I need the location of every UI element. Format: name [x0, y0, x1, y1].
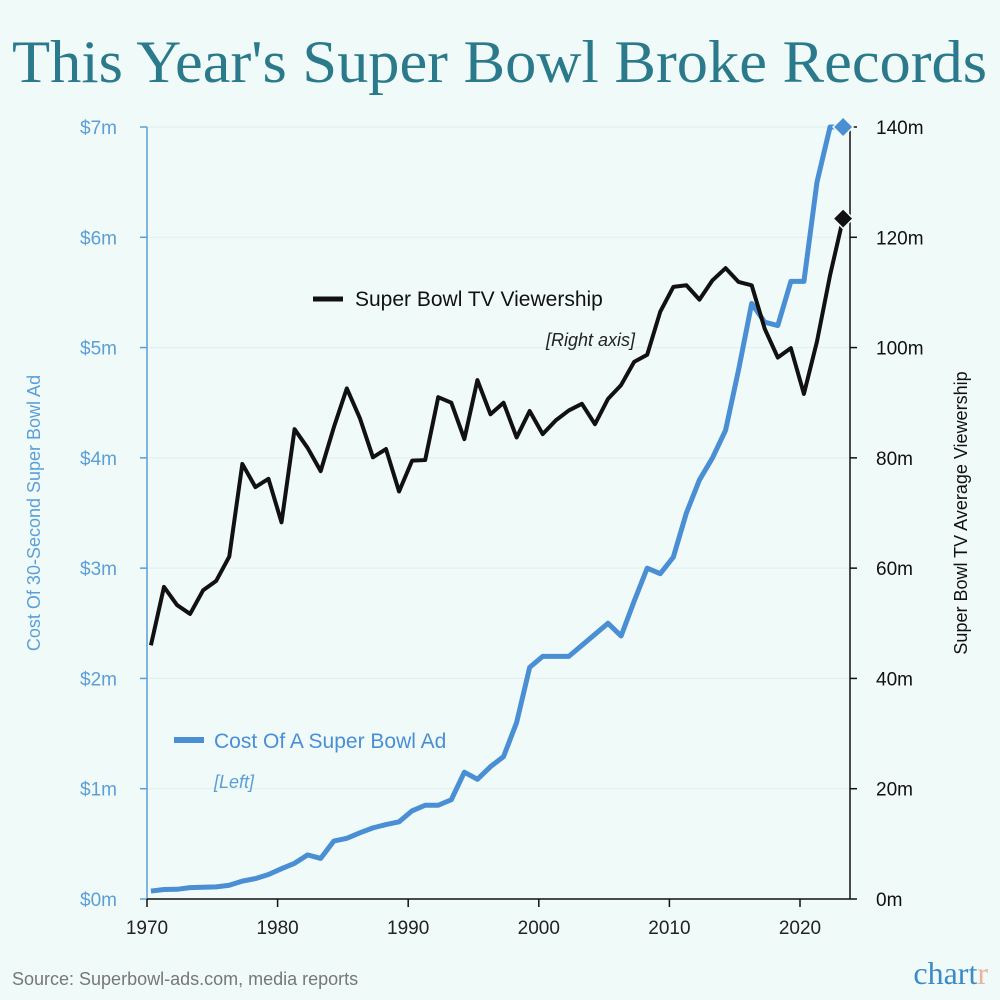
series-line	[150, 124, 844, 894]
left-tick-label: $6m	[80, 228, 117, 249]
axes: $0m $1m $2m $3m $4m $5m $6m $7m 0m 20m 40m 60m 80m 10…	[80, 118, 924, 939]
right-tick-label: 100m	[876, 339, 924, 360]
right-tick-label: 140m	[876, 118, 924, 139]
x-tick-label: 2000	[518, 918, 560, 939]
x-tick-label: 2010	[648, 918, 690, 939]
end-marker-diamond	[832, 115, 855, 139]
x-tick-label: 1980	[256, 918, 298, 939]
legend-cost: Cost Of A Super Bowl Ad [Left]	[174, 730, 446, 792]
right-tick-label: 40m	[876, 669, 913, 690]
right-axis-label: Super Bowl TV Average Viewership	[951, 371, 971, 654]
legend-viewership: Super Bowl TV Viewership [Right axis]	[313, 288, 636, 350]
series-ad-cost	[150, 115, 855, 894]
right-tick-label: 60m	[876, 559, 913, 580]
left-tick-label: $3m	[80, 559, 117, 580]
source-note: Source: Superbowl-ads.com, media reports	[12, 969, 358, 989]
left-tick-label: $4m	[80, 449, 117, 470]
left-tick-label: $7m	[80, 118, 117, 139]
right-tick-label: 0m	[876, 890, 902, 911]
left-tick-label: $5m	[80, 339, 117, 360]
left-axis-label: Cost Of 30-Second Super Bowl Ad	[24, 375, 44, 651]
series-line	[148, 218, 846, 646]
left-tick-label: $2m	[80, 669, 117, 690]
left-tick-label: $0m	[80, 890, 117, 911]
chart-title: This Year's Super Bowl Broke Records	[12, 29, 987, 95]
right-tick-label: 120m	[876, 228, 924, 249]
x-tick-label: 1970	[126, 918, 168, 939]
chartr-logo: chartr	[913, 955, 988, 991]
left-tick-label: $1m	[80, 780, 117, 801]
series-lines	[148, 115, 855, 894]
gridlines	[147, 126, 850, 790]
logo-accent: r	[977, 955, 988, 991]
end-marker-diamond	[832, 207, 855, 230]
x-tick-label: 1990	[387, 918, 429, 939]
series-viewership	[148, 207, 855, 646]
logo-main: chart	[913, 955, 977, 991]
right-tick-label: 80m	[876, 449, 913, 470]
legend-note-viewership: [Right axis]	[545, 330, 636, 350]
x-tick-label: 2020	[779, 918, 821, 939]
right-tick-label: 20m	[876, 780, 913, 801]
legend-note-cost: [Left]	[213, 772, 255, 792]
legend-label-viewership: Super Bowl TV Viewership	[355, 288, 603, 311]
legend-label-cost: Cost Of A Super Bowl Ad	[214, 730, 446, 753]
